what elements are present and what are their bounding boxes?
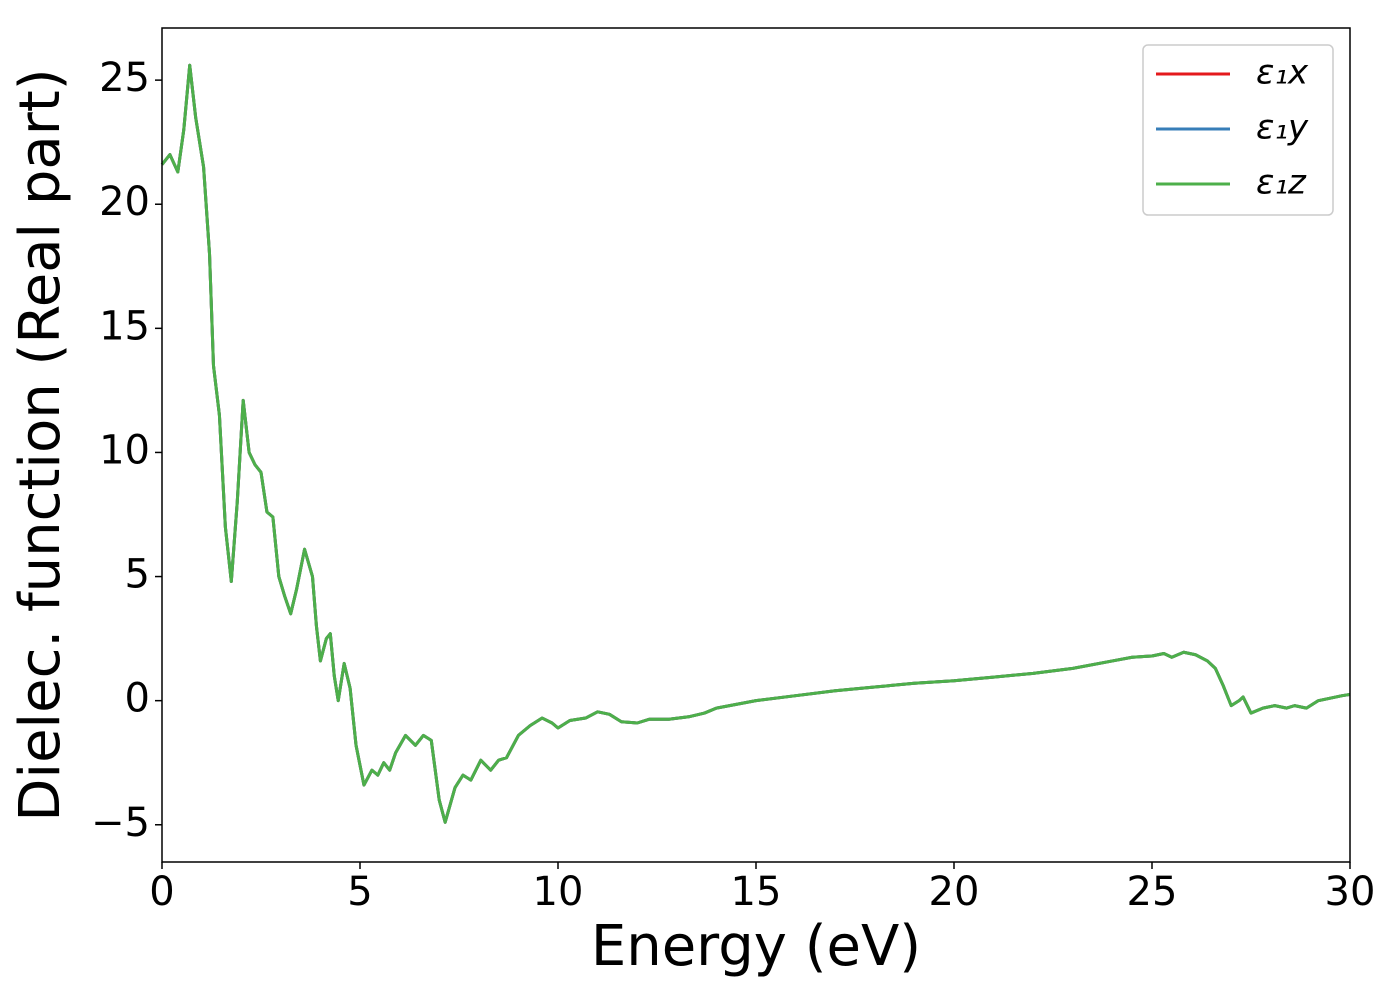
- y-tick-label: 5: [125, 552, 150, 598]
- x-tick-label: 30: [1325, 869, 1376, 915]
- y-tick-label: 25: [99, 55, 150, 101]
- x-tick-label: 0: [149, 869, 174, 915]
- y-tick-label: 15: [99, 303, 150, 349]
- x-tick-label: 25: [1127, 869, 1178, 915]
- plot-frame: [161, 27, 1351, 863]
- y-axis-label: Dielec. function (Real part): [8, 68, 73, 821]
- x-tick-label: 20: [929, 869, 980, 915]
- y-tick-label: 0: [125, 676, 150, 722]
- x-tick-label: 15: [731, 869, 782, 915]
- x-tick-label: 10: [533, 869, 584, 915]
- legend-label: ε₁z: [1256, 163, 1307, 203]
- x-tick-label: 5: [347, 869, 372, 915]
- x-axis-label: Energy (eV): [591, 914, 921, 979]
- legend-label: ε₁y: [1256, 108, 1309, 148]
- y-tick-label: 20: [99, 179, 150, 225]
- y-tick-label: −5: [91, 800, 150, 846]
- legend-box: [1142, 44, 1334, 216]
- legend-label: ε₁x: [1256, 53, 1309, 93]
- series-line: [160, 63, 1351, 824]
- y-tick-label: 10: [99, 427, 150, 473]
